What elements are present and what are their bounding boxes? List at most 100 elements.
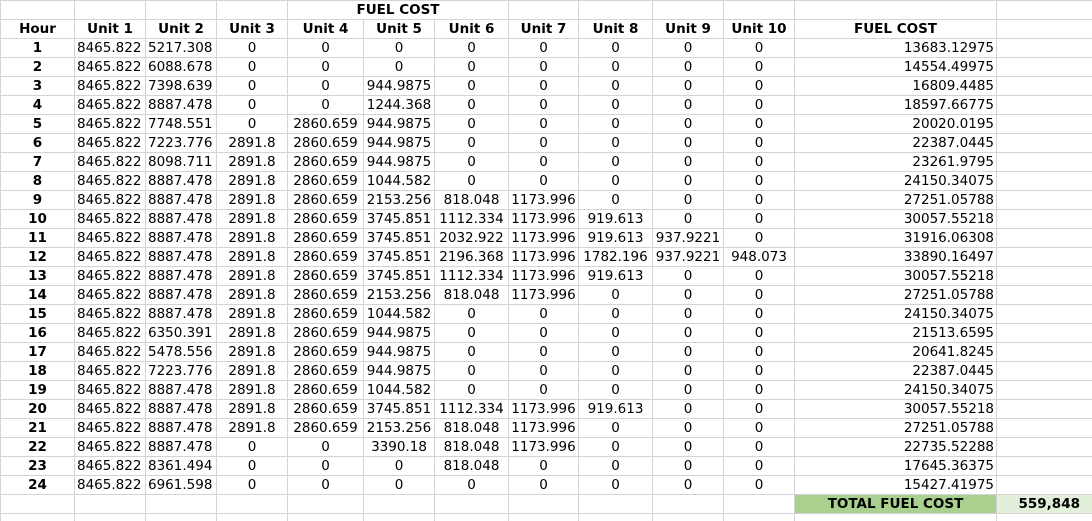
cell[interactable] [996,361,1092,381]
cell-unit-8[interactable]: 1782.196 [578,247,653,267]
cell[interactable] [287,513,364,521]
cell-unit-10[interactable]: 0 [723,57,795,77]
cell-fuel-cost[interactable]: 27251.05788 [794,190,997,210]
cell-unit-8[interactable]: 919.613 [578,266,653,286]
cell-unit-5[interactable]: 2153.256 [363,190,435,210]
cell[interactable] [723,0,795,20]
cell[interactable] [996,38,1092,58]
cell-unit-3[interactable]: 2891.8 [216,228,288,248]
cell-unit-9[interactable]: 0 [652,437,724,457]
cell-unit-2[interactable]: 8361.494 [145,456,217,476]
cell[interactable] [0,513,75,521]
cell-unit-6[interactable]: 1112.334 [434,399,509,419]
cell-unit-9[interactable]: 0 [652,57,724,77]
cell[interactable] [578,513,653,521]
cell-unit-3[interactable]: 0 [216,95,288,115]
cell-unit-1[interactable]: 8465.822 [74,418,146,438]
cell-unit-1[interactable]: 8465.822 [74,152,146,172]
cell-unit-8[interactable]: 0 [578,304,653,324]
cell-unit-6[interactable]: 818.048 [434,285,509,305]
cell-unit-5[interactable]: 0 [363,475,435,495]
cell-unit-5[interactable]: 1044.582 [363,171,435,191]
cell-fuel-cost[interactable]: 15427.41975 [794,475,997,495]
cell[interactable] [996,114,1092,134]
cell-unit-2[interactable]: 8098.711 [145,152,217,172]
cell-unit-9[interactable]: 0 [652,456,724,476]
cell-fuel-cost[interactable]: 27251.05788 [794,285,997,305]
cell-unit-1[interactable]: 8465.822 [74,57,146,77]
cell-unit-10[interactable]: 0 [723,152,795,172]
cell-unit-6[interactable]: 0 [434,361,509,381]
cell-hour[interactable]: 22 [0,437,75,457]
cell-unit-2[interactable]: 8887.478 [145,380,217,400]
cell-unit-10[interactable]: 0 [723,38,795,58]
cell-unit-5[interactable]: 1244.368 [363,95,435,115]
cell-unit-4[interactable]: 2860.659 [287,114,364,134]
cell-unit-5[interactable]: 0 [363,38,435,58]
cell-hour[interactable]: 4 [0,95,75,115]
cell-unit-9[interactable]: 0 [652,418,724,438]
cell[interactable] [145,0,217,20]
cell[interactable] [0,494,75,514]
cell-unit-5[interactable]: 2153.256 [363,285,435,305]
cell-unit-7[interactable]: 0 [508,152,579,172]
cell-unit-4[interactable]: 0 [287,76,364,96]
cell[interactable] [74,0,146,20]
cell-unit-7[interactable]: 0 [508,171,579,191]
cell-unit-1[interactable]: 8465.822 [74,209,146,229]
cell-unit-7[interactable]: 0 [508,57,579,77]
cell-fuel-cost[interactable]: 20641.8245 [794,342,997,362]
header-cell-unit-5[interactable]: Unit 5 [363,19,435,39]
cell[interactable] [508,513,579,521]
cell-unit-3[interactable]: 0 [216,76,288,96]
cell-hour[interactable]: 7 [0,152,75,172]
cell-unit-5[interactable]: 3745.851 [363,399,435,419]
cell[interactable] [996,266,1092,286]
cell-fuel-cost[interactable]: 20020.0195 [794,114,997,134]
cell-unit-5[interactable]: 1044.582 [363,380,435,400]
cell-hour[interactable]: 13 [0,266,75,286]
header-cell-unit-8[interactable]: Unit 8 [578,19,653,39]
cell-unit-3[interactable]: 2891.8 [216,209,288,229]
cell-unit-3[interactable]: 2891.8 [216,304,288,324]
cell-unit-10[interactable]: 0 [723,209,795,229]
cell-unit-9[interactable]: 0 [652,361,724,381]
cell-unit-8[interactable]: 0 [578,171,653,191]
cell-fuel-cost[interactable]: 18597.66775 [794,95,997,115]
cell-unit-8[interactable]: 0 [578,76,653,96]
cell-unit-2[interactable]: 6961.598 [145,475,217,495]
cell-unit-5[interactable]: 0 [363,456,435,476]
cell-unit-6[interactable]: 818.048 [434,190,509,210]
cell-unit-7[interactable]: 0 [508,342,579,362]
cell-fuel-cost[interactable]: 13683.12975 [794,38,997,58]
cell-unit-8[interactable]: 0 [578,57,653,77]
cell-unit-2[interactable]: 7748.551 [145,114,217,134]
cell[interactable] [508,0,579,20]
cell-hour[interactable]: 1 [0,38,75,58]
cell[interactable] [996,133,1092,153]
cell-unit-6[interactable]: 0 [434,304,509,324]
cell-unit-3[interactable]: 0 [216,57,288,77]
cell-unit-8[interactable]: 0 [578,418,653,438]
cell[interactable] [578,0,653,20]
cell-hour[interactable]: 14 [0,285,75,305]
cell-unit-4[interactable]: 0 [287,437,364,457]
cell-unit-5[interactable]: 944.9875 [363,152,435,172]
cell[interactable] [723,513,795,521]
cell-unit-7[interactable]: 1173.996 [508,228,579,248]
cell-unit-7[interactable]: 0 [508,323,579,343]
cell[interactable] [996,57,1092,77]
header-cell-unit-4[interactable]: Unit 4 [287,19,364,39]
cell-hour[interactable]: 8 [0,171,75,191]
cell-unit-2[interactable]: 8887.478 [145,437,217,457]
cell-unit-2[interactable]: 6350.391 [145,323,217,343]
cell-unit-3[interactable]: 2891.8 [216,133,288,153]
cell-unit-3[interactable]: 0 [216,475,288,495]
cell-unit-8[interactable]: 919.613 [578,209,653,229]
cell-unit-3[interactable]: 2891.8 [216,152,288,172]
cell-unit-10[interactable]: 0 [723,285,795,305]
cell-unit-3[interactable]: 0 [216,38,288,58]
cell-unit-5[interactable]: 944.9875 [363,133,435,153]
cell-unit-5[interactable]: 0 [363,57,435,77]
cell-unit-7[interactable]: 1173.996 [508,399,579,419]
